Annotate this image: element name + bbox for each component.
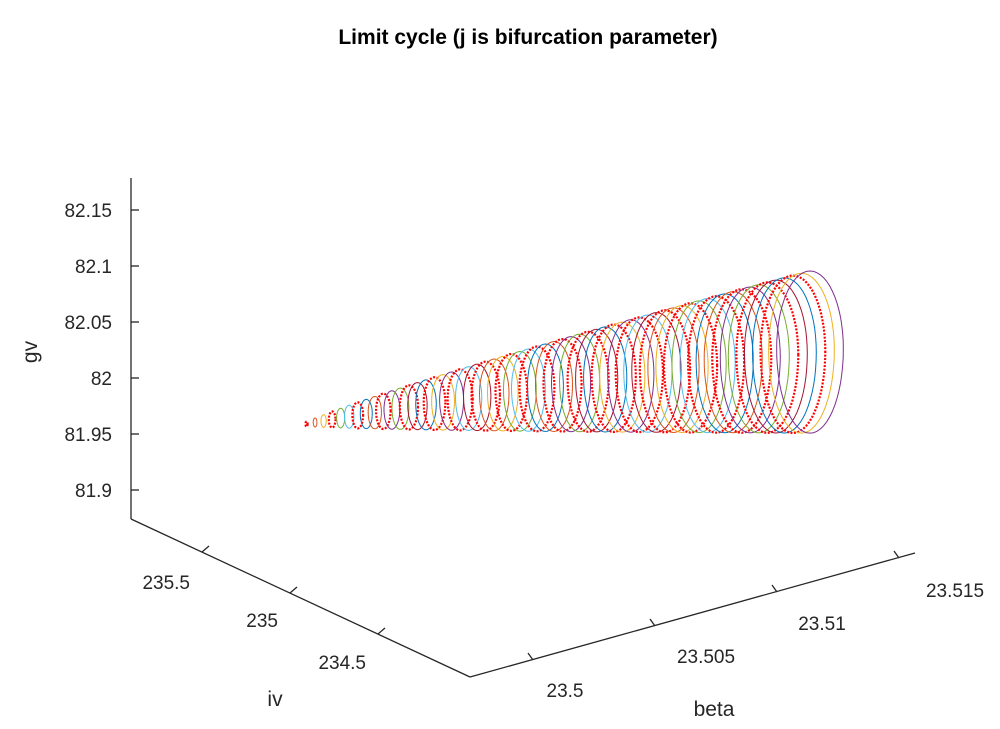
limit-cycle-series (312, 417, 318, 428)
z-ticks: 82.15 82.1 82.05 82 81.95 81.9 (64, 201, 139, 502)
y-ticks: 235.5 235 234.5 (142, 545, 386, 674)
chart-title: Limit cycle (j is bifurcation parameter) (338, 26, 717, 49)
z-tick-label: 81.95 (64, 425, 112, 446)
y-tick-label: 234.5 (318, 653, 366, 674)
z-axis-label: gv (19, 340, 42, 363)
limit-cycle-series (719, 286, 781, 434)
limit-cycle-series (711, 288, 773, 434)
limit-cycle-series (743, 279, 808, 434)
limit-cycle-series (415, 379, 437, 431)
limit-cycle-series (486, 355, 519, 432)
limit-cycle-series (599, 321, 646, 433)
z-tick-label: 82.15 (64, 201, 112, 222)
y-tick-label: 235.5 (142, 573, 190, 594)
limit-cycle-series (671, 300, 727, 434)
z-tick-label: 81.9 (75, 481, 112, 502)
limit-cycle-series (439, 371, 465, 431)
x-tick (893, 550, 900, 559)
limit-cycle-series (398, 384, 420, 431)
y-axis-line (130, 518, 471, 678)
z-tick-label: 82.1 (75, 257, 112, 278)
limit-cycle-series (407, 382, 428, 431)
limit-cycle-series (550, 336, 592, 433)
limit-cycle-series (679, 297, 736, 434)
limit-cycle-series (446, 368, 474, 432)
limit-cycle-series (502, 350, 537, 432)
limit-cycle-series (304, 420, 309, 428)
limit-cycle-series (751, 277, 817, 434)
limit-cycle-series (662, 302, 719, 434)
y-tick-label: 235 (246, 611, 278, 632)
limit-cycle-series (638, 309, 692, 434)
limit-cycle-series (759, 274, 827, 435)
limit-cycles (304, 270, 844, 435)
limit-cycle-series (727, 284, 790, 434)
limit-cycle-series (776, 270, 844, 434)
limit-cycle-series (375, 392, 392, 431)
limit-cycle-series (623, 314, 673, 433)
limit-cycle-series (359, 398, 373, 430)
x-tick-label: 23.51 (798, 614, 846, 635)
limit-cycle-series (526, 343, 564, 432)
limit-cycle-series (735, 281, 800, 435)
x-axis-label: beta (694, 698, 735, 721)
y-tick (201, 545, 210, 553)
x-tick-label: 23.505 (677, 647, 735, 668)
limit-cycle-series (768, 272, 835, 434)
limit-cycle-series (558, 333, 601, 433)
x-tick-label: 23.5 (547, 681, 584, 702)
limit-cycle-series (351, 401, 365, 430)
limit-cycle-series (336, 407, 346, 429)
axes (130, 178, 916, 678)
x-tick (649, 618, 656, 627)
limit-cycle-series (614, 316, 665, 434)
limit-cycle-series (583, 326, 628, 433)
x-tick (527, 652, 534, 661)
y-tick (377, 627, 386, 635)
limit-cycle-series (590, 323, 637, 434)
limit-cycle-series (422, 376, 447, 432)
limit-cycle-series (494, 352, 529, 433)
x-axis-line (469, 552, 916, 678)
limit-cycle-series (320, 414, 327, 428)
limit-cycle-series (655, 304, 709, 434)
limit-cycle-series (518, 345, 556, 433)
x-tick (771, 584, 778, 593)
y-tick (289, 586, 298, 594)
x-ticks: 23.5 23.505 23.51 23.515 (527, 550, 984, 702)
limit-cycle-series (431, 374, 455, 431)
limit-cycle-series (566, 330, 610, 433)
z-tick-label: 82 (91, 369, 112, 390)
limit-cycle-series (510, 348, 546, 432)
limit-cycle-series (327, 410, 337, 429)
limit-cycle-series (542, 337, 583, 433)
limit-cycle-series (534, 340, 573, 433)
limit-cycle-series (607, 319, 655, 433)
x-tick-label: 23.515 (926, 581, 984, 602)
limit-cycle-series (344, 404, 355, 429)
z-tick-label: 82.05 (64, 313, 112, 334)
y-axis-label: iv (267, 688, 283, 711)
